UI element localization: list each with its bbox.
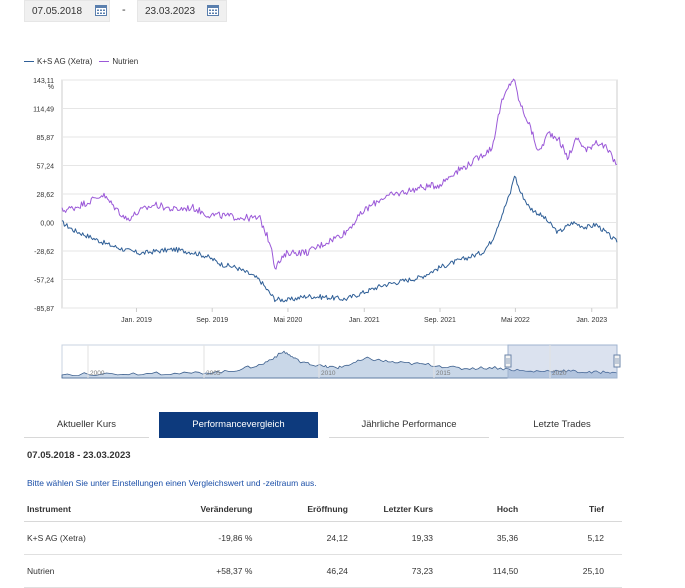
cell-instrument: K+S AG (Xetra) [24, 521, 164, 555]
cell-open: 24,12 [253, 521, 349, 555]
legend-label-nutrien: Nutrien [112, 57, 139, 66]
tab-letzte-trades[interactable]: Letzte Trades [500, 412, 624, 438]
cell-last: 19,33 [348, 521, 435, 555]
performance-table: Instrument Veränderung Eröffnung Letzter… [24, 497, 622, 588]
navigator-handle-right[interactable] [613, 354, 621, 368]
cell-low: 25,10 [519, 554, 622, 588]
tab-label: Performancevergleich [192, 419, 285, 430]
cell-change: -19,86 % [163, 521, 254, 555]
cell-change: +58,37 % [163, 554, 254, 588]
tab-label: Jährliche Performance [361, 419, 457, 430]
y-tick-label: -28,62 [34, 249, 54, 256]
y-tick-label: 114,49 [33, 106, 54, 113]
x-tick-label: Jan. 2023 [576, 317, 607, 324]
date-to-field[interactable]: 23.03.2023 [137, 0, 227, 22]
date-from-value: 07.05.2018 [32, 6, 83, 17]
tab-bar: Aktueller Kurs Performancevergleich Jähr… [24, 412, 624, 438]
navigator-handle-left[interactable] [504, 354, 512, 368]
cell-open: 46,24 [253, 554, 349, 588]
legend-item-nutrien[interactable]: Nutrien [99, 57, 138, 66]
table-row[interactable]: Nutrien +58,37 % 46,24 73,23 114,50 25,1… [24, 554, 622, 588]
cell-instrument: Nutrien [24, 554, 164, 588]
table-row[interactable]: K+S AG (Xetra) -19,86 % 24,12 19,33 35,3… [24, 521, 622, 555]
y-tick-label: 0,00 [40, 220, 54, 227]
tab-performancevergleich[interactable]: Performancevergleich [159, 412, 318, 438]
tab-jaehrliche-performance[interactable]: Jährliche Performance [329, 412, 489, 438]
tab-label: Aktueller Kurs [56, 419, 117, 430]
header-last: Letzter Kurs [348, 497, 435, 522]
x-tick-label: Jan. 2019 [121, 317, 152, 324]
cell-high: 114,50 [434, 554, 520, 588]
y-tick-label: 28,62 [36, 192, 54, 199]
navigator-tick-label: 2010 [321, 370, 336, 377]
header-open: Eröffnung [253, 497, 349, 522]
period-label: 07.05.2018 - 23.03.2023 [27, 450, 131, 461]
x-tick-label: Mai 2020 [274, 317, 303, 324]
series-line-nutrien [61, 78, 617, 270]
calendar-to-icon[interactable] [207, 4, 219, 16]
y-tick-label: 143,11 [33, 78, 54, 85]
x-tick-label: Sep. 2021 [424, 317, 456, 324]
legend-swatch-ks [24, 61, 34, 62]
series-line-ks [61, 175, 618, 303]
table-header-row: Instrument Veränderung Eröffnung Letzter… [24, 497, 622, 522]
y-unit-label: % [48, 84, 54, 91]
cell-last: 73,23 [348, 554, 435, 588]
date-from-field[interactable]: 07.05.2018 [24, 0, 110, 22]
tab-label: Letzte Trades [533, 419, 591, 430]
navigator-tick-label: 2020 [552, 370, 567, 377]
date-range-separator: - [122, 4, 126, 16]
chart-navigator[interactable]: 2000 2005 2010 2015 2020 [0, 343, 685, 383]
y-tick-label: -57,24 [34, 277, 54, 284]
tab-aktueller-kurs[interactable]: Aktueller Kurs [24, 412, 149, 438]
calendar-from-icon[interactable] [95, 4, 107, 16]
cell-low: 5,12 [519, 521, 622, 555]
cell-high: 35,36 [434, 521, 520, 555]
y-tick-label: 57,24 [36, 164, 54, 171]
settings-hint: Bitte wählen Sie unter Einstellungen ein… [27, 478, 317, 488]
navigator-tick-label: 2005 [206, 370, 221, 377]
x-tick-label: Mai 2022 [501, 317, 530, 324]
navigator-tick-label: 2015 [436, 370, 451, 377]
y-tick-label: -85,87 [34, 306, 54, 313]
chart-legend: K+S AG (Xetra) Nutrien [24, 57, 145, 66]
legend-item-ks[interactable]: K+S AG (Xetra) [24, 57, 92, 66]
y-tick-label: 85,87 [36, 135, 54, 142]
x-tick-label: Sep. 2019 [196, 317, 228, 324]
header-low: Tief [519, 497, 622, 522]
x-tick-label: Jan. 2021 [349, 317, 380, 324]
header-change: Veränderung [163, 497, 254, 522]
navigator-tick-label: 2000 [90, 370, 105, 377]
header-high: Hoch [434, 497, 520, 522]
navigator-series [61, 350, 618, 379]
performance-chart[interactable]: %143,11 114,49 85,87 57,24 28,62 0,00 -28,62 -5… [0, 78, 685, 328]
date-to-value: 23.03.2023 [145, 6, 196, 17]
legend-swatch-nutrien [99, 61, 110, 62]
legend-label-ks: K+S AG (Xetra) [37, 57, 93, 66]
header-instrument: Instrument [24, 497, 164, 522]
